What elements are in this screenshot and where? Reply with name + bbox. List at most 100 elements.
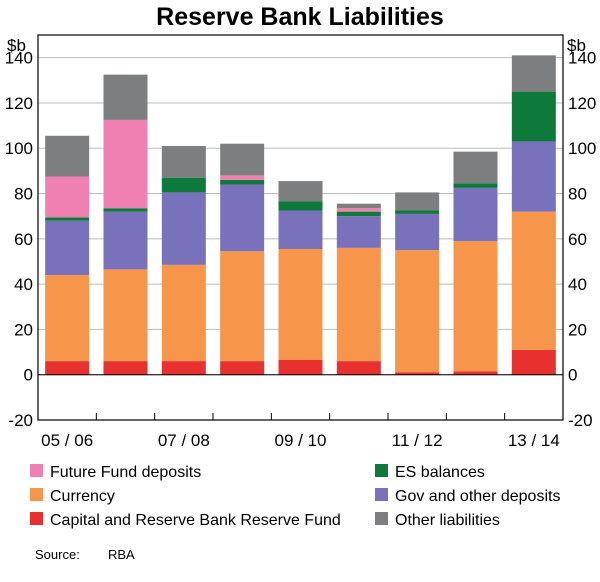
bars <box>45 55 556 375</box>
y-tick-label-left: 140 <box>5 49 33 68</box>
bar-segment <box>161 361 206 375</box>
source-label: Source: <box>35 547 80 562</box>
bar-segment <box>395 210 440 214</box>
x-tick-label: 09 / 10 <box>275 431 327 450</box>
y-tick-label-left: 20 <box>14 320 33 339</box>
y-tick-label-left: 120 <box>5 94 33 113</box>
legend-label: Gov and other deposits <box>395 488 560 505</box>
bar-segment <box>45 135 90 177</box>
bar-segment <box>220 143 265 176</box>
y-tick-label-right: 140 <box>568 49 596 68</box>
plot-frame <box>37 34 564 421</box>
y-tick-label-right: 60 <box>568 230 587 249</box>
bar-segment <box>220 179 265 185</box>
bar-segment <box>453 151 498 184</box>
y-tick-label-right: 120 <box>568 94 596 113</box>
bar-segment <box>511 91 556 142</box>
y-tick-label-left: 60 <box>14 230 33 249</box>
bar-segment <box>45 176 90 218</box>
y-tick-label-right: -20 <box>568 411 593 430</box>
bar-segment <box>103 211 148 270</box>
bar-segment <box>511 211 556 350</box>
bar-segment <box>45 361 90 375</box>
bar-segment <box>336 247 381 362</box>
legend-item: Gov and other deposits <box>375 488 560 505</box>
legend-swatch <box>30 464 43 477</box>
bar-segment <box>278 201 323 211</box>
legend-label: Capital and Reserve Bank Reserve Fund <box>50 512 341 529</box>
bar-segment <box>395 192 440 211</box>
y-tick-label-right: 40 <box>568 275 587 294</box>
legend-swatch <box>375 488 388 501</box>
bar-segment <box>220 361 265 375</box>
y-tick-label-left: 0 <box>24 366 33 385</box>
bar-segment <box>103 74 148 120</box>
bar-segment <box>161 264 206 362</box>
bar-segment <box>45 220 90 276</box>
bar-segment <box>161 177 206 193</box>
bar-segment <box>511 55 556 92</box>
y-tick-label-left: -20 <box>8 411 33 430</box>
bar-segment <box>220 184 265 252</box>
bar-segment <box>103 119 148 209</box>
legend: Future Fund deposits ES balances Currency G… <box>30 464 560 529</box>
legend-item: ES balances <box>375 464 485 481</box>
bar-segment <box>336 203 381 209</box>
y-tick-label-right: 20 <box>568 320 587 339</box>
bar-segment <box>336 361 381 375</box>
legend-label: Future Fund deposits <box>50 464 201 481</box>
x-tick-label: 07 / 08 <box>158 431 210 450</box>
legend-item: Future Fund deposits <box>30 464 201 481</box>
bar-segment <box>453 183 498 188</box>
bar-segment <box>278 249 323 360</box>
y-tick-label-left: 100 <box>5 139 33 158</box>
bar-segment <box>453 241 498 372</box>
y-tick-label-right: 100 <box>568 139 596 158</box>
bar-segment <box>395 213 440 251</box>
bar-segment <box>220 175 265 180</box>
bar-segment <box>336 208 381 212</box>
x-tick-label: 11 / 12 <box>392 431 443 450</box>
bar-segment <box>45 217 90 221</box>
bar-segment <box>103 361 148 375</box>
bar-segment <box>278 359 323 375</box>
bar-segment <box>453 187 498 242</box>
x-tick-label: 13 / 14 <box>508 431 560 450</box>
chart-title: Reserve Bank Liabilities <box>156 3 444 31</box>
bar-segment <box>103 208 148 212</box>
legend-label: Other liabilities <box>395 512 500 529</box>
y-tick-label-right: 0 <box>568 366 577 385</box>
legend-swatch <box>375 512 388 525</box>
bar-segment <box>278 181 323 202</box>
bar-segment <box>161 145 206 178</box>
bar-segment <box>278 210 323 250</box>
y-axis-unit-left: $b <box>7 36 26 55</box>
legend-item: Capital and Reserve Bank Reserve Fund <box>30 512 341 529</box>
legend-item: Currency <box>30 488 115 505</box>
legend-swatch <box>30 512 43 525</box>
bar-segment <box>336 211 381 217</box>
bar-segment <box>45 275 90 362</box>
y-tick-label-right: 80 <box>568 185 587 204</box>
bar-segment <box>103 269 148 362</box>
y-tick-label-left: 40 <box>14 275 33 294</box>
bar-segment <box>511 141 556 212</box>
bar-segment <box>161 192 206 265</box>
bar-segment <box>511 349 556 375</box>
legend-item: Other liabilities <box>375 512 500 529</box>
bar-segment <box>453 371 498 375</box>
legend-swatch <box>30 488 43 501</box>
bar-segment <box>220 251 265 362</box>
bar-segment <box>395 372 440 375</box>
legend-label: Currency <box>50 488 115 505</box>
bar-segment <box>336 216 381 248</box>
source-value: RBA <box>108 547 135 562</box>
legend-swatch <box>375 464 388 477</box>
legend-label: ES balances <box>395 464 485 481</box>
bar-segment <box>395 250 440 373</box>
y-tick-label-left: 80 <box>14 185 33 204</box>
x-tick-label: 05 / 06 <box>41 431 93 450</box>
y-axis-unit-right: $b <box>567 36 586 55</box>
